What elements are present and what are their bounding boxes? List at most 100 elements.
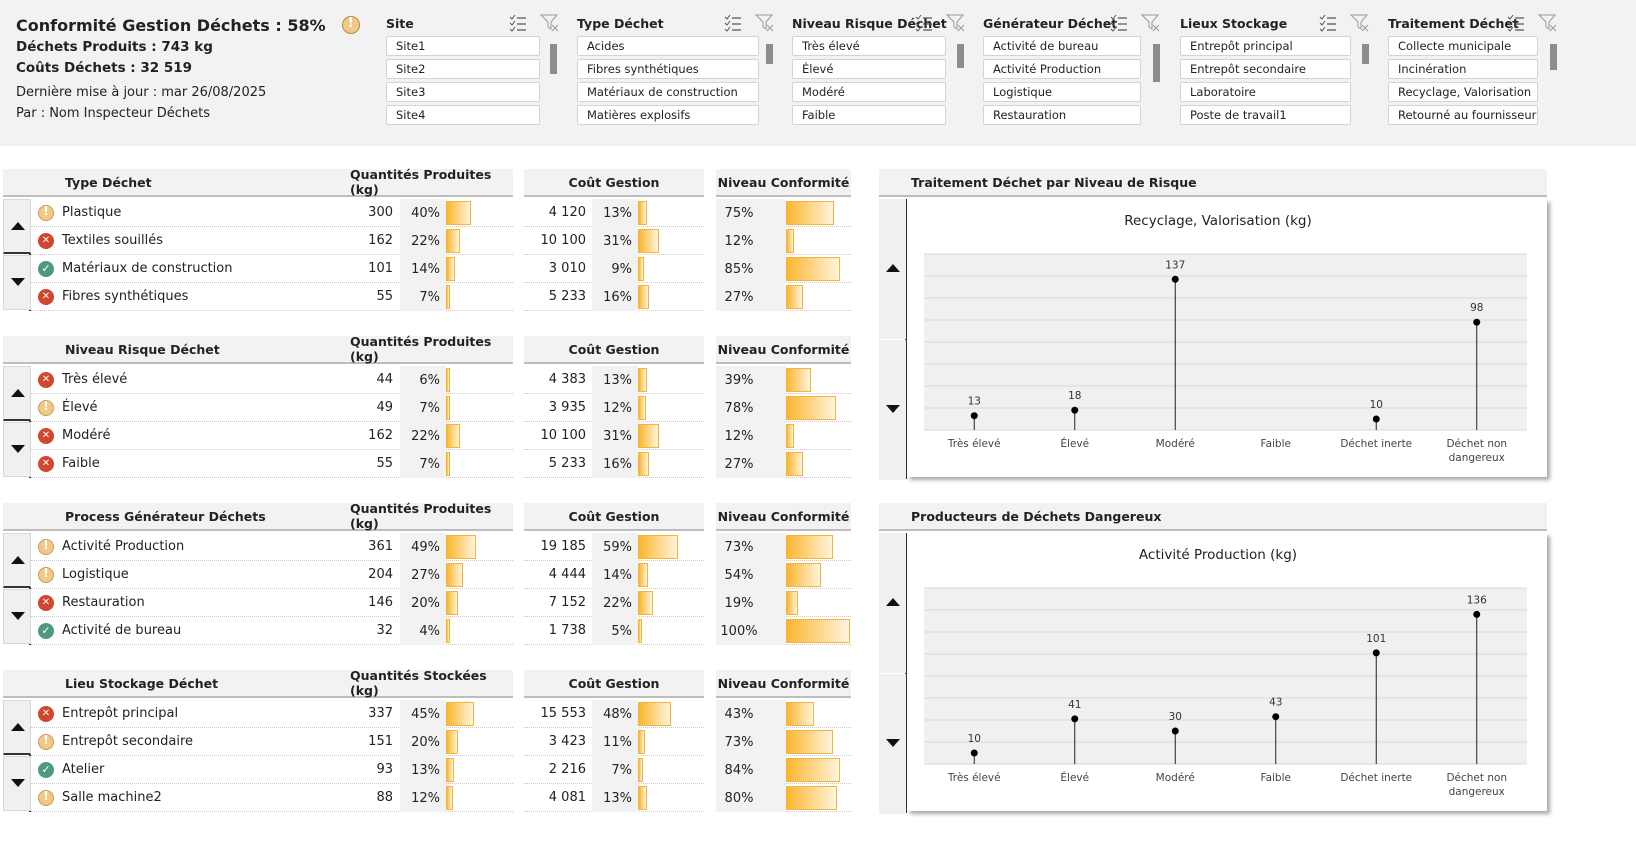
scroll-up-button[interactable] <box>3 700 31 755</box>
table-row[interactable]: Plastique 300 40% <box>31 199 513 227</box>
slicer-item[interactable]: Très élevé <box>792 36 946 56</box>
slicer-scrollbar[interactable] <box>1550 44 1557 70</box>
multi-select-icon[interactable] <box>723 14 743 32</box>
status-bad-icon <box>38 427 54 444</box>
slicer-item[interactable]: Entrepôt secondaire <box>1180 59 1351 79</box>
clear-filter-icon[interactable] <box>539 14 560 32</box>
scroll-up-button[interactable] <box>3 366 31 421</box>
lollipop-point <box>970 412 978 420</box>
conformity-value: 12% <box>716 227 786 255</box>
slicer-item[interactable]: Site4 <box>386 105 540 125</box>
lollipop-point <box>1272 713 1280 721</box>
slicer-item[interactable]: Activité Production <box>983 59 1141 79</box>
slicer-5: Traitement Déchet Collecte municipale Inci… <box>1388 10 1578 134</box>
table-row[interactable]: Atelier 93 13% <box>31 756 513 784</box>
scroll-up-button[interactable] <box>3 199 31 254</box>
slicer-scrollbar[interactable] <box>766 44 773 64</box>
arrow-up-icon <box>11 389 25 397</box>
slicer-item[interactable]: Modéré <box>792 82 946 102</box>
conformity-header: Niveau Conformité <box>716 503 851 531</box>
slicer-item[interactable]: Recyclage, Valorisation <box>1388 82 1538 102</box>
cost-value: 2 216 <box>548 762 586 777</box>
slicer-item[interactable]: Faible <box>792 105 946 125</box>
multi-select-icon[interactable] <box>1506 14 1526 32</box>
slicer-item[interactable]: Acides <box>577 36 759 56</box>
arrow-up-icon <box>886 264 900 272</box>
cost-value: 10 100 <box>540 428 587 443</box>
conformity-bar <box>786 786 838 810</box>
slicer-scrollbar[interactable] <box>1153 44 1160 82</box>
slicer-scrollbar[interactable] <box>1362 44 1369 64</box>
slicer-scrollbar[interactable] <box>550 44 557 74</box>
scroll-down-button[interactable] <box>3 422 31 477</box>
slicer-item[interactable]: Incinération <box>1388 59 1538 79</box>
slicer-item[interactable]: Élevé <box>792 59 946 79</box>
slicer-item[interactable]: Site3 <box>386 82 540 102</box>
cost-row: 3 010 9% <box>524 255 704 283</box>
slicer-item[interactable]: Entrepôt principal <box>1180 36 1351 56</box>
table-row[interactable]: Fibres synthétiques 55 7% <box>31 283 513 311</box>
scroll-down-button[interactable] <box>3 589 31 644</box>
clear-filter-icon[interactable] <box>1537 14 1558 32</box>
slicer-item[interactable]: Retourné au fournisseur <box>1388 105 1538 125</box>
cost-row: 19 185 59% <box>524 533 704 561</box>
slicer-item[interactable]: Site1 <box>386 36 540 56</box>
table-row[interactable]: Entrepôt secondaire 151 20% <box>31 728 513 756</box>
multi-select-icon[interactable] <box>508 14 528 32</box>
table-header: Process Générateur Déchets Quantités Prod… <box>3 501 513 531</box>
clear-filter-icon[interactable] <box>1349 14 1370 32</box>
table-header: Type Déchet Quantités Produites (kg) <box>3 167 513 197</box>
table-row[interactable]: Restauration 146 20% <box>31 589 513 617</box>
clear-filter-icon[interactable] <box>945 14 966 32</box>
table-row[interactable]: Entrepôt principal 337 45% <box>31 700 513 728</box>
table-row[interactable]: Activité de bureau 32 4% <box>31 617 513 645</box>
qty-pct: 45% <box>400 700 446 728</box>
clear-filter-icon[interactable] <box>1140 14 1161 32</box>
multi-select-icon[interactable] <box>914 14 934 32</box>
cost-pct: 59% <box>592 533 638 561</box>
slicer-item[interactable]: Collecte municipale <box>1388 36 1538 56</box>
slicer-scrollbar[interactable] <box>957 44 964 68</box>
table-row[interactable]: Textiles souillés 162 22% <box>31 227 513 255</box>
arrow-up-icon <box>11 556 25 564</box>
table-row[interactable]: Élevé 49 7% <box>31 394 513 422</box>
chart-title: Recyclage, Valorisation (kg) <box>1124 213 1312 229</box>
scroll-up-button[interactable] <box>879 533 906 673</box>
x-tick-label: dangereux <box>1449 452 1505 464</box>
scroll-down-button[interactable] <box>879 674 906 814</box>
slicer-item[interactable]: Poste de travail1 <box>1180 105 1351 125</box>
slicer-item[interactable]: Site2 <box>386 59 540 79</box>
slicer-item[interactable]: Matériaux de construction <box>577 82 759 102</box>
scroll-down-button[interactable] <box>879 340 906 480</box>
slicer-item[interactable]: Logistique <box>983 82 1141 102</box>
x-tick-label: Très élevé <box>947 438 1001 450</box>
slicer-title: Traitement Déchet <box>1388 15 1519 31</box>
scroll-up-button[interactable] <box>3 533 31 588</box>
cost-pct: 13% <box>592 366 638 394</box>
cost-bar <box>638 257 645 281</box>
qty-pct: 20% <box>400 589 446 617</box>
table-row[interactable]: Salle machine2 88 12% <box>31 784 513 812</box>
multi-select-icon[interactable] <box>1109 14 1129 32</box>
conformity-value: 78% <box>716 394 786 422</box>
scroll-down-button[interactable] <box>3 255 31 310</box>
table-row[interactable]: Modéré 162 22% <box>31 422 513 450</box>
scroll-down-button[interactable] <box>3 756 31 811</box>
clear-filter-icon[interactable] <box>754 14 775 32</box>
row-label: Salle machine2 <box>62 790 162 805</box>
slicer-item[interactable]: Restauration <box>983 105 1141 125</box>
cost-pct: 31% <box>592 422 638 450</box>
table-row[interactable]: Matériaux de construction 101 14% <box>31 255 513 283</box>
slicer-item[interactable]: Matières explosifs <box>577 105 759 125</box>
scroll-up-button[interactable] <box>879 199 906 339</box>
table-row[interactable]: Activité Production 361 49% <box>31 533 513 561</box>
slicer-item[interactable]: Fibres synthétiques <box>577 59 759 79</box>
slicer-item[interactable]: Activité de bureau <box>983 36 1141 56</box>
table-row[interactable]: Logistique 204 27% <box>31 561 513 589</box>
slicer-item[interactable]: Laboratoire <box>1180 82 1351 102</box>
multi-select-icon[interactable] <box>1318 14 1338 32</box>
table-row[interactable]: Très élevé 44 6% <box>31 366 513 394</box>
cost-header: Coût Gestion <box>524 169 704 197</box>
table-row[interactable]: Faible 55 7% <box>31 450 513 478</box>
status-warn-icon <box>38 204 54 221</box>
